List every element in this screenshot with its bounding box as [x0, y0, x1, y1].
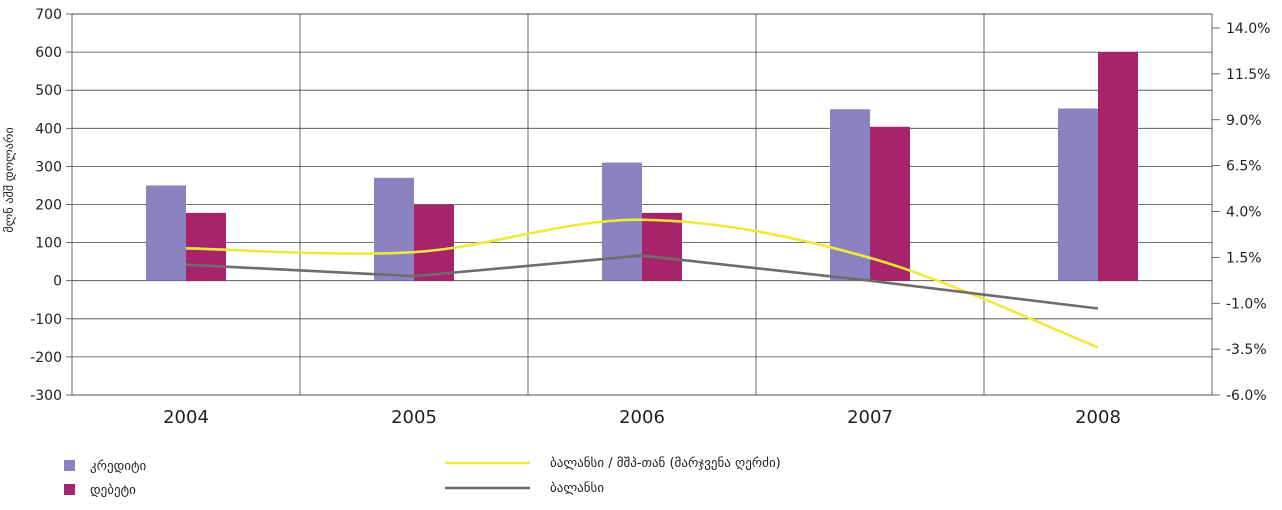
legend: კრედიტი დებეტი ბალანსი / მშპ-თან (მარჯვენა… — [64, 456, 781, 498]
x-tick-label: 2008 — [1075, 407, 1121, 428]
legend-swatch — [64, 460, 75, 471]
bar-debit — [1098, 52, 1138, 281]
y2-tick-label: 1.5% — [1226, 250, 1262, 266]
x-tick-label: 2007 — [847, 407, 893, 428]
x-tick-label: 2004 — [163, 407, 209, 428]
line-balance-gdp — [185, 218, 1099, 349]
y2-tick-label: -1.0% — [1226, 296, 1267, 312]
lines-layer — [185, 218, 1099, 349]
bar-debit — [186, 212, 226, 281]
legend-label: კრედიტი — [90, 459, 146, 474]
x-tick-label: 2006 — [619, 407, 665, 428]
y-tick-label: 500 — [35, 83, 62, 99]
y2-tick-label: 6.5% — [1226, 159, 1262, 175]
x-tick-label: 2005 — [391, 407, 437, 428]
y-tick-label: 200 — [35, 198, 62, 214]
legend-label: ბალანსი / მშპ-თან (მარჯვენა ღერძი) — [550, 456, 781, 471]
y2-tick-label: 11.5% — [1226, 67, 1270, 83]
bar-debit — [870, 126, 910, 281]
bar-debit — [414, 204, 454, 281]
y-tick-label: 0 — [53, 274, 62, 290]
bar-credit — [146, 185, 186, 281]
y-tick-label: 600 — [35, 45, 62, 61]
y-tick-label: -300 — [30, 388, 62, 404]
line-balance — [185, 254, 1099, 310]
bar-debit — [642, 212, 682, 281]
y-tick-label: 700 — [35, 7, 62, 23]
y-tick-label: 100 — [35, 236, 62, 252]
y2-tick-label: 4.0% — [1226, 205, 1262, 221]
y-tick-label: -100 — [30, 312, 62, 328]
y2-tick-label: 9.0% — [1226, 113, 1262, 129]
y-tick-label: -200 — [30, 350, 62, 366]
bar-credit — [374, 177, 414, 281]
legend-swatch — [64, 484, 75, 495]
bar-credit — [1058, 108, 1098, 281]
y-axis-label: მლნ აშშ დოლარი — [2, 127, 16, 232]
y-tick-label: 400 — [35, 121, 62, 137]
y2-tick-label: -3.5% — [1226, 342, 1267, 358]
legend-label: დებეტი — [90, 483, 136, 498]
y2-tick-label: 14.0% — [1226, 21, 1270, 37]
y-tick-label: 300 — [35, 159, 62, 175]
axis-layer: 700 600 500 400 300 200 100 0 -100 -200 -300 14.0% 1… — [30, 7, 1270, 428]
legend-label: ბალანსი — [550, 481, 604, 496]
y2-tick-label: -6.0% — [1226, 388, 1267, 404]
